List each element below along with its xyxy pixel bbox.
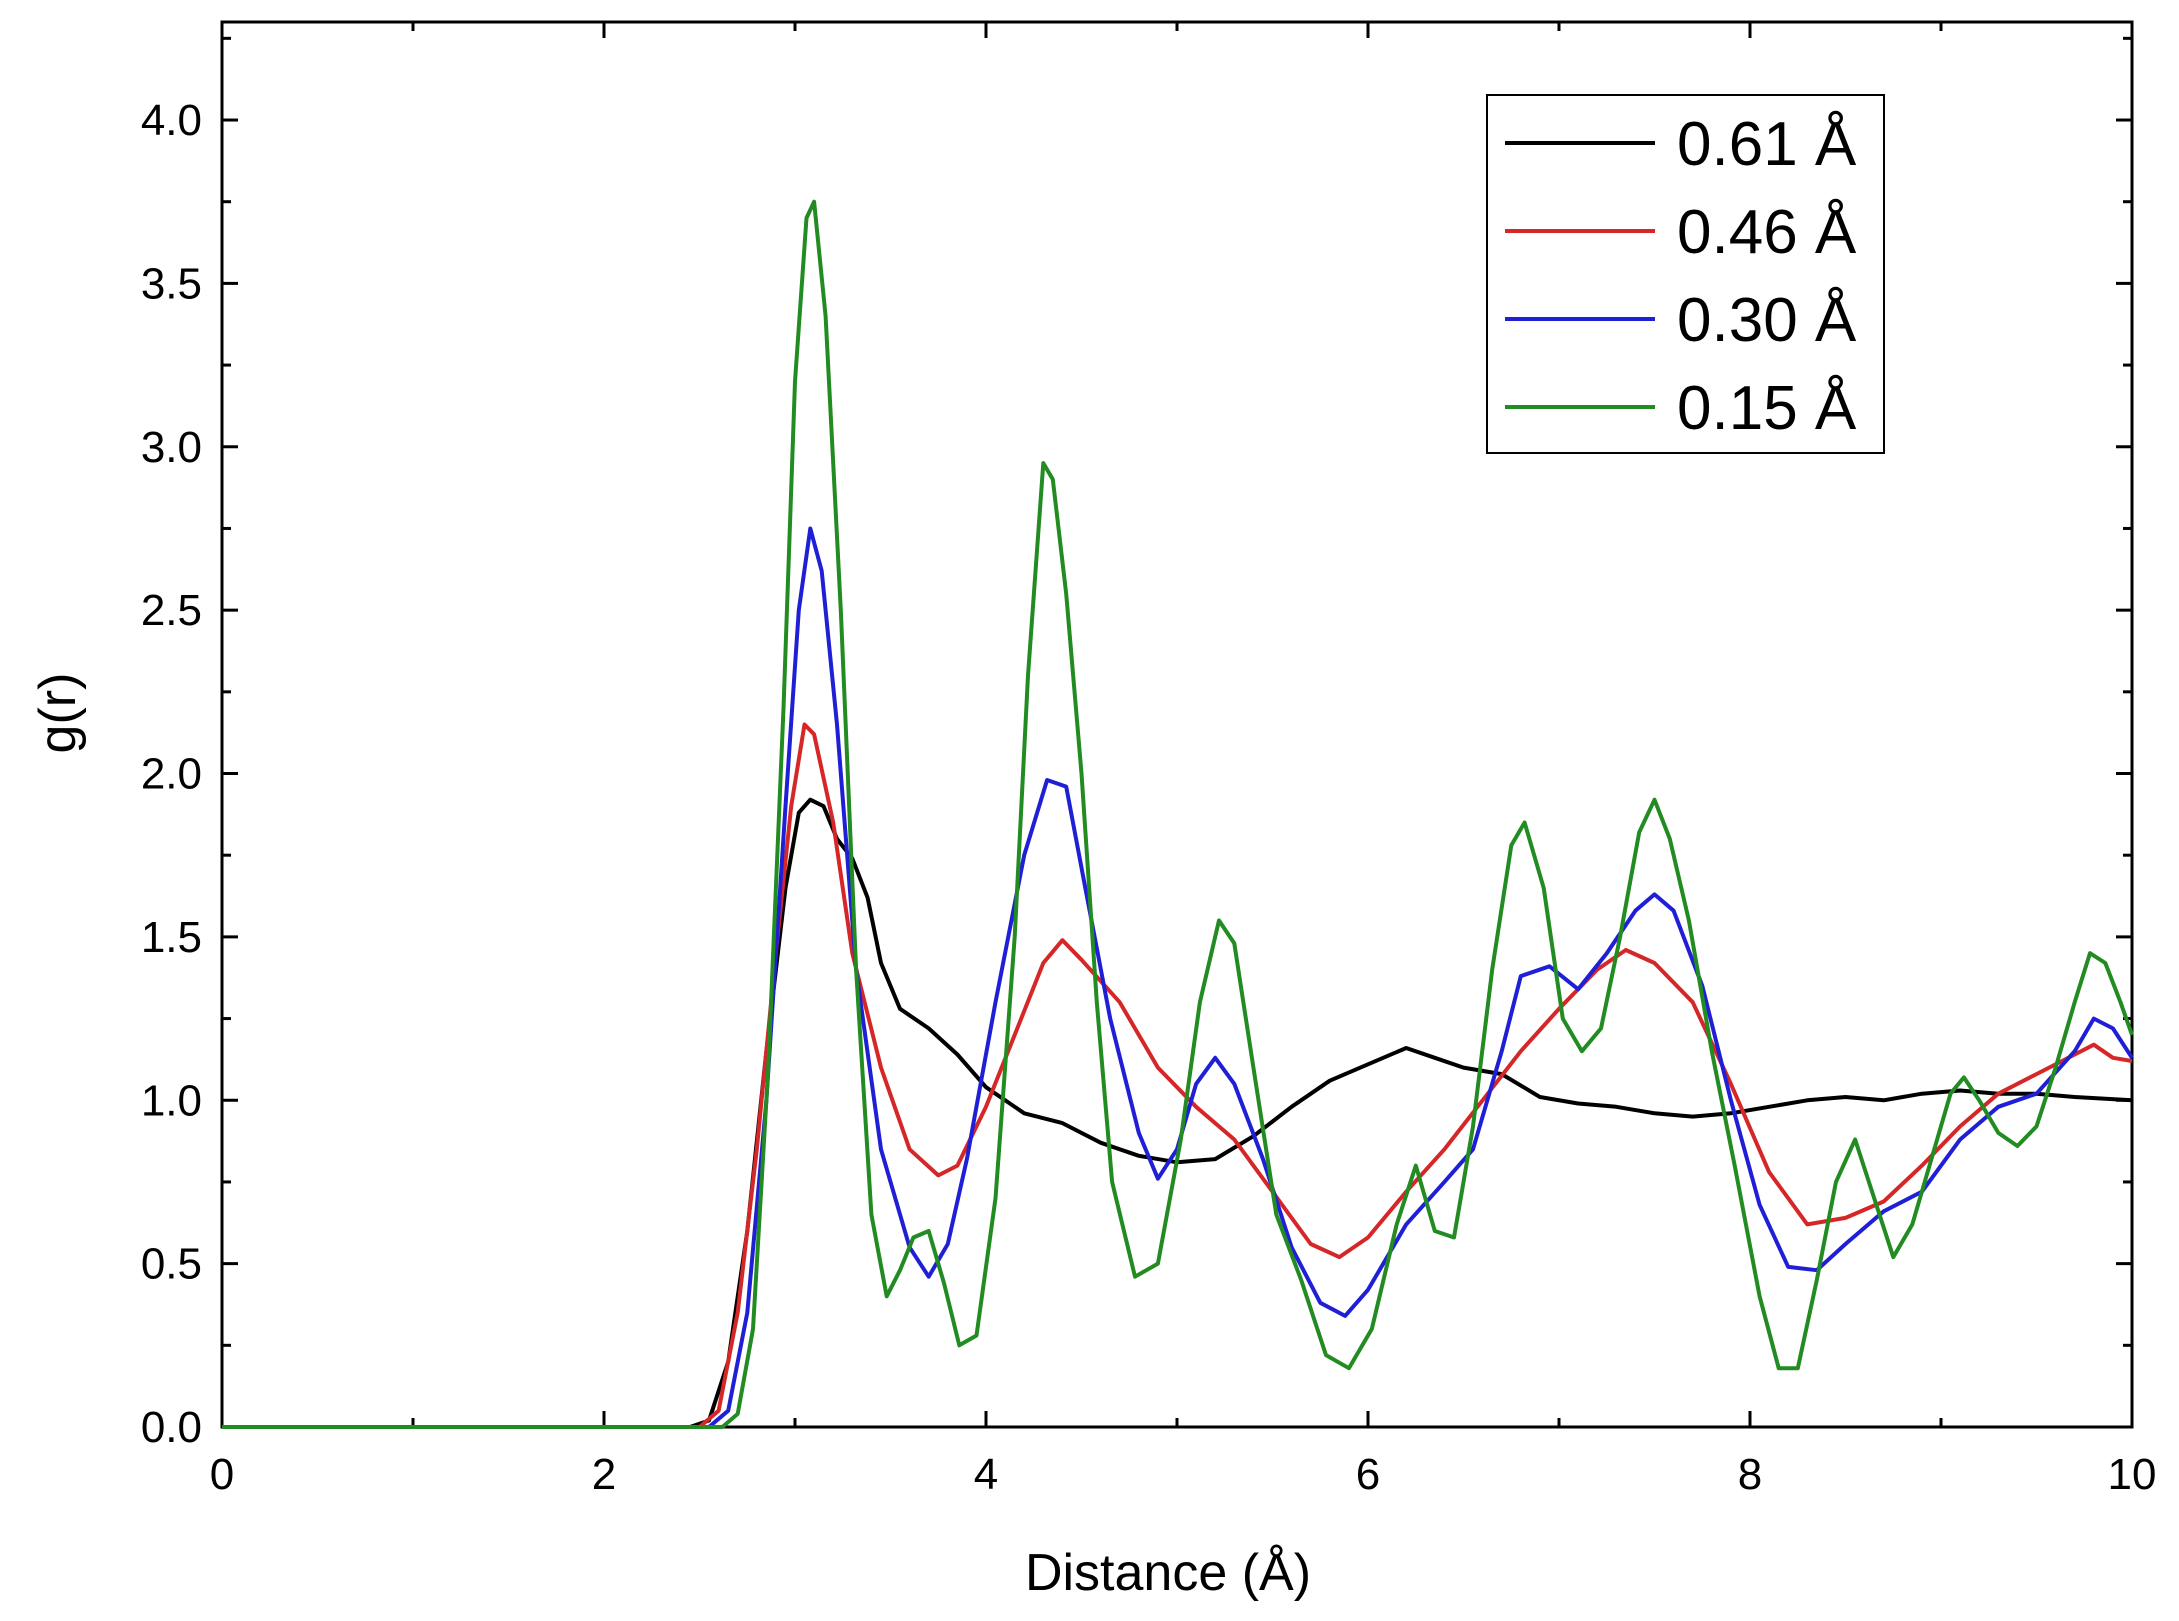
y-tick-label: 3.0 [141,423,202,472]
series-layer [222,199,2134,1429]
legend-label: 0.46 Å [1677,198,1857,267]
legend-label: 0.61 Å [1677,110,1857,179]
series-line-0 [222,797,2133,1429]
legend: 0.61 Å 0.46 Å 0.30 Å 0.15 Å [1486,94,1885,454]
series-line-3 [222,199,2134,1429]
y-tick-label: 0.0 [141,1403,202,1452]
x-tick-label: 0 [210,1450,234,1499]
series-line-2 [222,526,2134,1429]
x-tick-label: 6 [1356,1450,1380,1499]
x-tick-label: 10 [2108,1450,2157,1499]
y-axis-title: g(r) [29,673,87,754]
legend-label: 0.30 Å [1677,286,1857,355]
y-tick-label: 4.0 [141,96,202,145]
y-tick-label: 1.0 [141,1076,202,1125]
x-axis-title: Distance (Å) [1025,1544,1311,1602]
x-tick-label: 4 [974,1450,998,1499]
legend-label: 0.15 Å [1677,374,1857,443]
legend-box [1486,94,1885,454]
x-tick-label: 2 [592,1450,616,1499]
y-tick-label: 2.5 [141,586,202,635]
y-tick-label: 1.5 [141,913,202,962]
y-tick-label: 3.5 [141,259,202,308]
x-tick-label: 8 [1738,1450,1762,1499]
axes-layer: 0 2 4 6 8 10 0.0 0.5 1.0 1.5 2.0 2.5 3.0 3.5 4.0 [141,20,2157,1499]
y-tick-label: 2.0 [141,750,202,799]
y-tick-label: 0.5 [141,1240,202,1289]
